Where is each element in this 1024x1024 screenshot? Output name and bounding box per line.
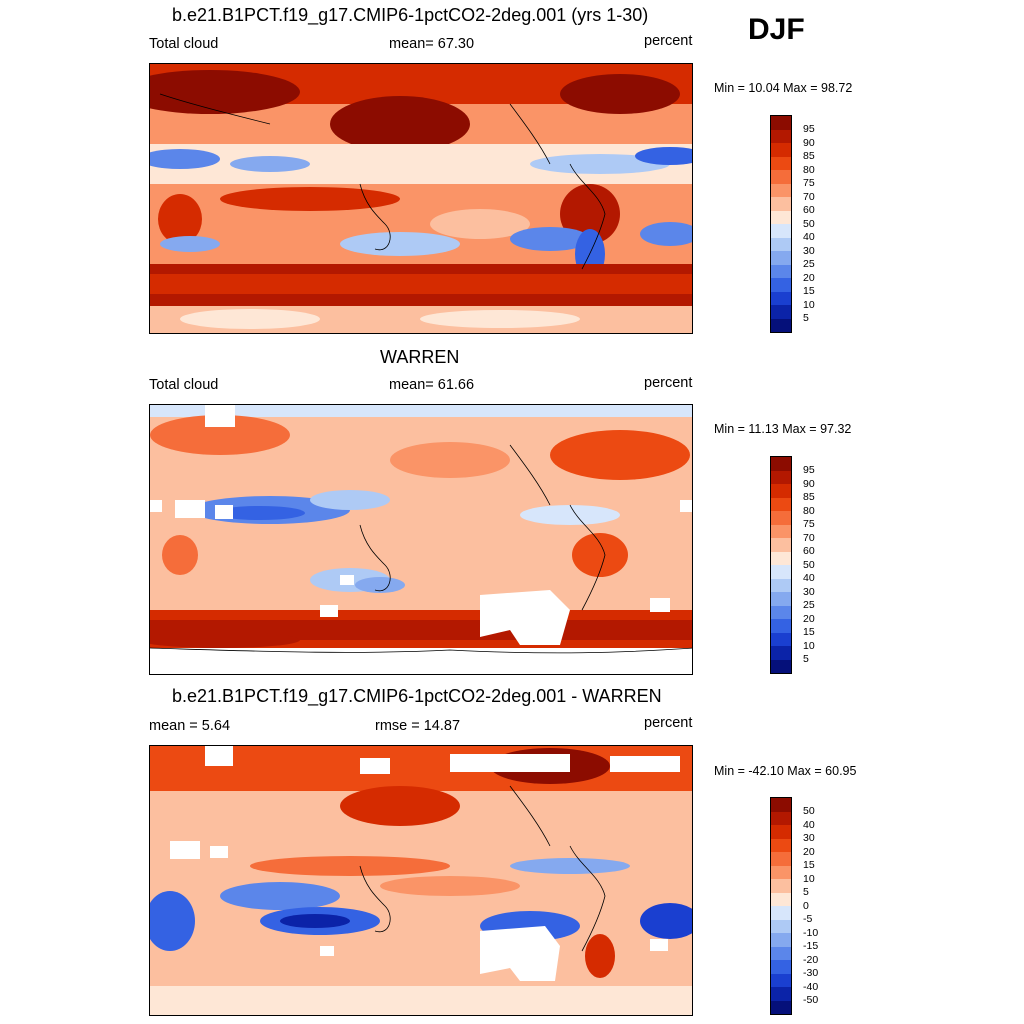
colorbar-2-label: 95 <box>803 464 815 476</box>
colorbar-3-label: 15 <box>803 859 815 871</box>
colorbar-2-label: 10 <box>803 639 815 652</box>
colorbar-2-label: 70 <box>803 531 815 544</box>
panel-1-colorbar: 95 90 85 80 75 70 60 50 40 30 25 20 15 1… <box>770 115 815 333</box>
colorbar-2-label: 60 <box>803 545 815 557</box>
colorbar-3-label: 0 <box>803 899 809 912</box>
colorbar-1-label: 40 <box>803 231 815 243</box>
colorbar-1-label: 70 <box>803 190 815 203</box>
colorbar-3-label: 30 <box>803 832 815 844</box>
colorbar-3-label: -5 <box>803 913 813 925</box>
colorbar-2-label: 85 <box>803 491 815 503</box>
colorbar-3-label: -50 <box>803 994 819 1006</box>
panel-2-title: WARREN <box>380 347 460 367</box>
colorbar-3-label: -30 <box>803 967 819 979</box>
colorbar-1-label: 30 <box>803 244 815 257</box>
colorbar-2-label: 5 <box>803 653 809 665</box>
panel-2-center-label: mean= 61.66 <box>389 377 475 393</box>
panel-1-center-label: mean= 67.30 <box>389 36 475 52</box>
panel-2-units: percent <box>644 375 693 391</box>
panel-3-left-label: mean = 5.64 <box>149 718 231 734</box>
colorbar-3-label: 40 <box>803 818 815 831</box>
colorbar-2-label: 50 <box>803 558 815 571</box>
colorbar-1-label: 95 <box>803 123 815 135</box>
colorbar-1-label: 90 <box>803 136 815 149</box>
panel-2-map <box>149 404 693 675</box>
colorbar-2-label: 90 <box>803 477 815 490</box>
panel-2-minmax: Min = 11.13 Max = 97.32 <box>714 422 852 436</box>
colorbar-1-label: 25 <box>803 258 815 270</box>
panel-1-map <box>149 63 693 334</box>
panel-1-minmax: Min = 10.04 Max = 98.72 <box>714 81 853 95</box>
colorbar-3-label: 10 <box>803 872 815 885</box>
colorbar-1-label: 15 <box>803 285 815 297</box>
panel-1-units: percent <box>644 33 693 49</box>
panel-3-colorbar: 50 40 30 20 15 10 5 0 -5 -10 -15 -20 -30… <box>770 797 818 1015</box>
panel-3-map <box>149 745 693 1016</box>
panel-3-center-label: rmse = 14.87 <box>375 718 461 734</box>
colorbar-1-label: 85 <box>803 150 815 162</box>
colorbar-2-label: 75 <box>803 518 815 530</box>
panel-3-units: percent <box>644 715 693 731</box>
colorbar-2-label: 25 <box>803 599 815 611</box>
colorbar-3-label: -15 <box>803 940 819 952</box>
colorbar-2-label: 30 <box>803 585 815 598</box>
panel-1-title: b.e21.B1PCT.f19_g17.CMIP6-1pctCO2-2deg.0… <box>172 5 649 25</box>
colorbar-2-label: 20 <box>803 612 815 625</box>
colorbar-1-label: 75 <box>803 177 815 189</box>
panel-2-colorbar: 95 90 85 80 75 70 60 50 40 30 25 20 15 1… <box>770 456 815 674</box>
colorbar-2-label: 15 <box>803 626 815 638</box>
colorbar-2-label: 80 <box>803 504 815 517</box>
colorbar-3-label: 20 <box>803 845 815 858</box>
colorbar-1-label: 80 <box>803 163 815 176</box>
colorbar-2-label: 40 <box>803 572 815 584</box>
colorbar-3-label: 5 <box>803 886 809 898</box>
panel-2-left-label: Total cloud <box>149 377 219 393</box>
colorbar-1-label: 50 <box>803 217 815 230</box>
colorbar-3-label: 50 <box>803 805 815 817</box>
colorbar-1-label: 10 <box>803 298 815 311</box>
colorbar-3-label: -10 <box>803 926 819 939</box>
colorbar-1-label: 20 <box>803 271 815 284</box>
colorbar-3-label: -20 <box>803 953 819 966</box>
panel-3-minmax: Min = -42.10 Max = 60.95 <box>714 764 857 778</box>
season-label: DJF <box>748 13 805 46</box>
panel-1-left-label: Total cloud <box>149 36 219 52</box>
colorbar-3-label: -40 <box>803 980 819 993</box>
colorbar-1-label: 60 <box>803 204 815 216</box>
panel-3-title: b.e21.B1PCT.f19_g17.CMIP6-1pctCO2-2deg.0… <box>172 686 662 706</box>
colorbar-1-label: 5 <box>803 312 809 324</box>
